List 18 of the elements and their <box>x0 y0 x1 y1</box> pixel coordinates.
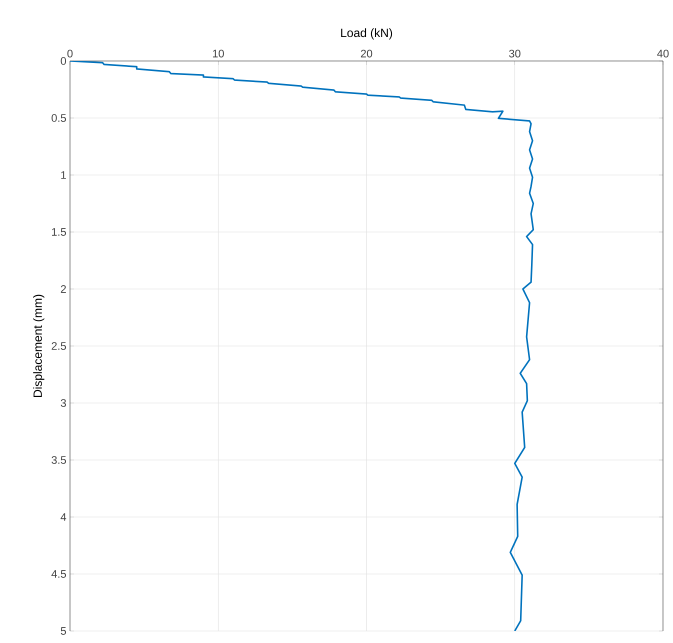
y-tick-label: 1 <box>61 171 66 179</box>
y-tick-label: 0.5 <box>52 114 66 122</box>
y-tick-label: 2.5 <box>52 342 66 350</box>
y-tick-label: 1.5 <box>52 228 66 236</box>
y-axis-title: Displacement (mm) <box>33 294 44 398</box>
x-tick-label: 40 <box>657 50 669 58</box>
x-tick-label: 20 <box>360 50 372 58</box>
y-tick-label: 3 <box>60 399 66 407</box>
x-tick-label: 10 <box>212 50 224 58</box>
y-tick-label: 5 <box>60 627 66 635</box>
x-axis-title: Load (kN) <box>341 28 392 40</box>
y-tick-label: 3.5 <box>52 456 66 464</box>
x-tick-label: 0 <box>67 50 73 58</box>
y-tick-label: 0 <box>60 57 66 65</box>
y-tick-label: 4 <box>60 513 66 521</box>
y-tick-label: 4.5 <box>51 570 66 578</box>
x-tick-label: 30 <box>509 50 520 58</box>
y-tick-label: 2 <box>60 285 66 293</box>
